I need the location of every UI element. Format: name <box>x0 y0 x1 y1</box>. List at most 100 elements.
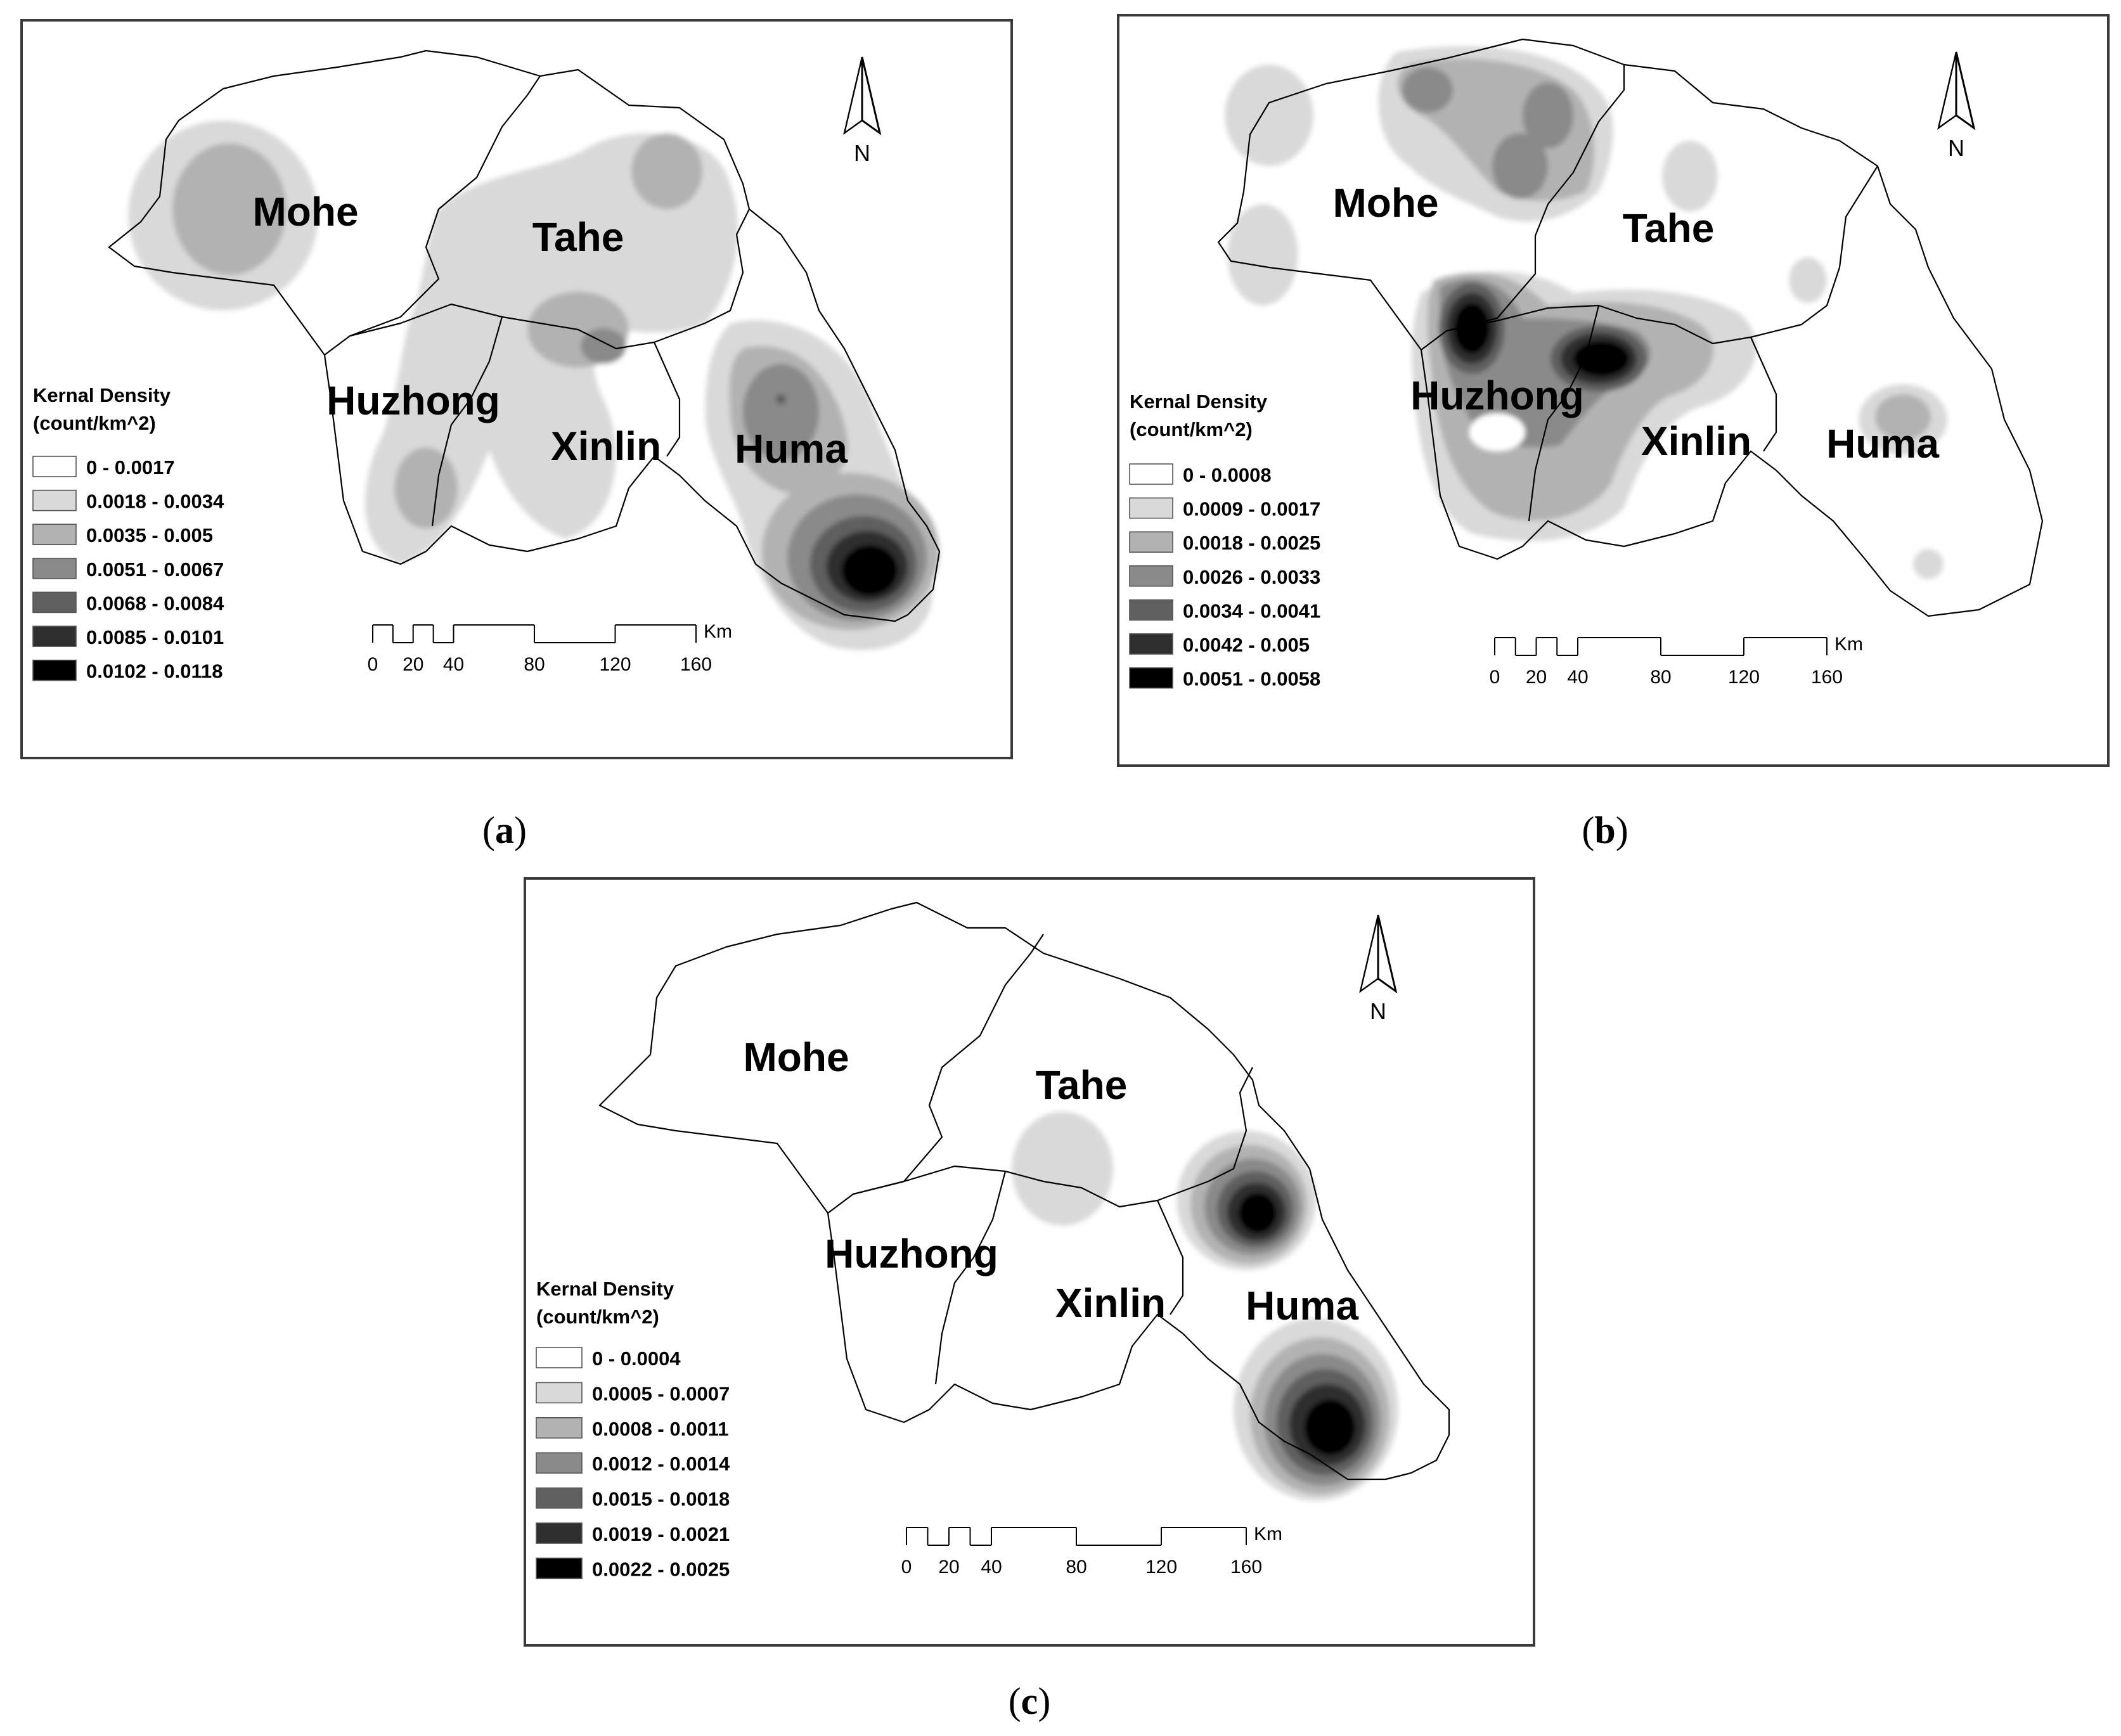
density-zone <box>1402 67 1453 113</box>
county-label-tahe: Tahe <box>1036 1062 1128 1108</box>
scale-bar: 0 20 40 80 120 160 Km <box>901 1524 1282 1578</box>
density-zone <box>631 133 702 209</box>
scale-tick-label: 120 <box>1728 667 1760 688</box>
legend-label: 0.0102 - 0.0118 <box>86 660 222 683</box>
density-zone <box>842 545 898 596</box>
scale-tick-label: 20 <box>938 1557 959 1578</box>
scale-unit: Km <box>1254 1524 1282 1545</box>
density-zone <box>1305 1399 1355 1455</box>
legend-swatch <box>536 1522 583 1544</box>
legend-label: 0.0042 - 0.005 <box>1183 634 1310 656</box>
scale-tick-label: 40 <box>1567 667 1588 688</box>
legend-swatch <box>32 591 77 614</box>
map-b-svg: Mohe Tahe Huzhong Xinlin Huma N Kernal D… <box>1117 14 2110 767</box>
scale-tick-label: 120 <box>599 654 631 675</box>
legend-label: 0.0018 - 0.0025 <box>1183 532 1320 554</box>
scale-tick-label: 20 <box>403 654 423 675</box>
legend-swatch <box>536 1347 583 1368</box>
legend-label: 0.0018 - 0.0034 <box>86 491 224 513</box>
legend-swatch <box>1129 633 1173 655</box>
scale-tick-label: 40 <box>981 1557 1002 1578</box>
scale-tick-label: 0 <box>901 1557 912 1578</box>
county-label-huma: Huma <box>1246 1283 1358 1328</box>
legend: Kernal Density (count/km^2) 0 - 0.0017 0.… <box>32 384 224 683</box>
map-panel-c: Mohe Tahe Huzhong Xinlin Huma N Kernal D… <box>524 877 1535 1647</box>
density-zone <box>1814 223 1890 312</box>
density-zone <box>1662 141 1718 212</box>
county-label-huma: Huma <box>735 426 848 472</box>
density-zone <box>1875 394 1931 440</box>
map-c-svg: Mohe Tahe Huzhong Xinlin Huma N Kernal D… <box>524 877 1535 1647</box>
county-labels: Mohe Tahe Huzhong Xinlin Huma <box>252 189 848 472</box>
county-label-huma: Huma <box>1826 421 1939 466</box>
density-zone <box>1469 413 1525 451</box>
density-zone <box>1012 1112 1113 1226</box>
density-zone <box>743 364 819 460</box>
caption-b-letter: b <box>1594 809 1616 851</box>
scale-unit: Km <box>1834 634 1863 655</box>
north-arrow: N <box>1359 915 1398 1024</box>
scale-tick-label: 80 <box>1650 667 1671 688</box>
legend-swatch <box>536 1417 583 1439</box>
caption-c-letter: c <box>1021 1680 1038 1722</box>
caption-c: (c) <box>1008 1680 1051 1722</box>
county-labels: Mohe Tahe Huzhong Xinlin Huma <box>1332 180 1939 466</box>
density-surface <box>113 85 986 660</box>
legend-label: 0 - 0.0004 <box>592 1347 681 1370</box>
legend-swatch <box>536 1452 583 1474</box>
scale-bar: 0 20 40 80 120 160 Km <box>368 621 732 675</box>
legend-swatch <box>536 1557 583 1579</box>
county-boundaries <box>598 901 1450 1481</box>
map-panel-b: Mohe Tahe Huzhong Xinlin Huma N Kernal D… <box>1117 14 2110 767</box>
scale-bar-line <box>906 1527 1247 1546</box>
legend-label: 0.0051 - 0.0058 <box>1183 668 1320 690</box>
legend-swatch <box>1129 565 1173 587</box>
legend-swatch <box>1129 667 1173 689</box>
county-label-mohe: Mohe <box>252 189 358 235</box>
density-zone <box>1454 303 1490 354</box>
density-zone <box>1789 257 1827 303</box>
legend-label: 0 - 0.0017 <box>86 456 175 479</box>
density-zone <box>813 1118 995 1301</box>
north-label: N <box>854 140 870 166</box>
legend-title: Kernal Density <box>536 1278 674 1300</box>
scale-tick-label: 120 <box>1145 1557 1177 1578</box>
scale-tick-label: 80 <box>524 654 545 675</box>
legend-swatch <box>32 626 77 647</box>
density-zone <box>172 143 287 275</box>
legend-title: Kernal Density <box>1130 390 1268 413</box>
density-zone <box>1225 65 1313 166</box>
legend-subtitle: (count/km^2) <box>1130 418 1253 440</box>
legend-subtitle: (count/km^2) <box>33 412 156 434</box>
legend-title: Kernal Density <box>33 384 171 406</box>
scale-bar: 0 20 40 80 120 160 Km <box>1490 634 1863 688</box>
legend-swatch <box>1129 599 1173 621</box>
county-label-mohe: Mohe <box>743 1034 849 1080</box>
county-label-tahe: Tahe <box>1623 205 1715 251</box>
scale-tick-label: 80 <box>1066 1557 1086 1578</box>
legend-swatch <box>536 1382 583 1404</box>
legend-swatch <box>32 659 77 681</box>
density-zone <box>776 394 786 404</box>
legend-label: 0.0009 - 0.0017 <box>1183 498 1320 520</box>
scale-bar-line <box>1494 637 1828 656</box>
caption-a-letter: a <box>495 809 514 851</box>
density-zone <box>1227 204 1298 305</box>
legend-label: 0.0022 - 0.0025 <box>592 1558 730 1580</box>
density-surface <box>1205 27 1998 622</box>
north-label: N <box>1948 135 1964 161</box>
legend-subtitle: (count/km^2) <box>536 1306 659 1328</box>
scale-tick-label: 160 <box>1230 1557 1262 1578</box>
legend-label: 0.0085 - 0.0101 <box>86 626 224 648</box>
legend-label: 0.0026 - 0.0033 <box>1183 566 1320 588</box>
scale-tick-label: 160 <box>1811 667 1843 688</box>
legend-swatch <box>32 456 77 477</box>
density-zone <box>1239 1193 1277 1233</box>
legend-label: 0.0019 - 0.0021 <box>592 1523 730 1545</box>
county-labels: Mohe Tahe Huzhong Xinlin Huma <box>743 1034 1358 1328</box>
density-zone <box>716 1325 813 1431</box>
density-zone <box>394 447 458 529</box>
legend-swatch <box>32 524 77 546</box>
density-surface <box>559 946 1422 1555</box>
scale-unit: Km <box>704 621 732 642</box>
